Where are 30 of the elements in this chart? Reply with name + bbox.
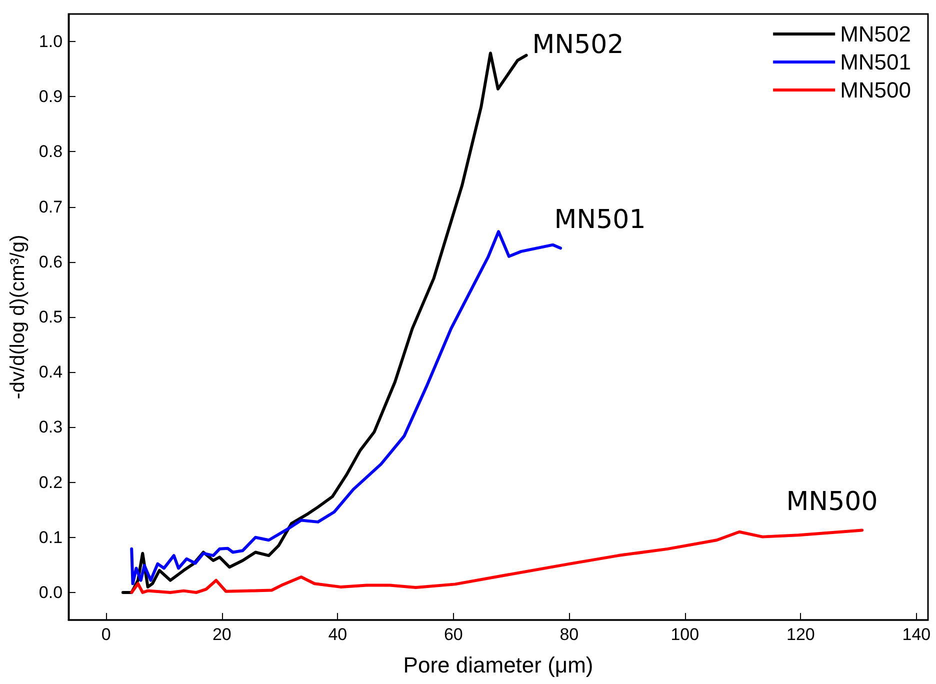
y-tick-label: 0.0 xyxy=(38,582,63,602)
y-tick-label: 0.6 xyxy=(38,252,63,272)
y-tick-label: 0.9 xyxy=(38,87,63,106)
y-tick-label: 0.7 xyxy=(38,197,63,216)
y-axis-title: -dv/d(log d)(cm³/g) xyxy=(7,234,29,400)
legend-label: MN502 xyxy=(840,22,911,46)
annotation: MN500 xyxy=(786,487,878,517)
x-tick-label: 20 xyxy=(212,625,232,644)
y-tick-label: 0.5 xyxy=(38,308,63,326)
x-tick-label: 0 xyxy=(101,625,111,644)
x-axis-title: Pore diameter (μm) xyxy=(403,652,594,678)
x-tick-label: 40 xyxy=(328,625,348,644)
line-series xyxy=(121,52,528,594)
x-tick-label: 100 xyxy=(670,625,700,644)
y-tick-label: 0.8 xyxy=(38,142,63,162)
annotation: MN501 xyxy=(554,205,646,235)
legend-label: MN500 xyxy=(840,78,911,102)
y-tick-label: 0.1 xyxy=(38,528,63,547)
y-tick-label: 0.3 xyxy=(38,418,63,437)
annotation: MN502 xyxy=(532,30,624,60)
line-series xyxy=(130,230,562,586)
y-tick-label: 0.2 xyxy=(38,472,63,492)
x-tick-label: 60 xyxy=(444,625,463,644)
x-tick-label: 140 xyxy=(902,625,931,644)
y-tick-label: 1.0 xyxy=(38,32,63,52)
line-series xyxy=(130,528,864,594)
y-tick-label: 0.4 xyxy=(38,362,63,382)
legend-label: MN501 xyxy=(840,50,911,74)
x-tick-label: 120 xyxy=(786,625,815,644)
x-tick-label: 80 xyxy=(560,625,579,644)
